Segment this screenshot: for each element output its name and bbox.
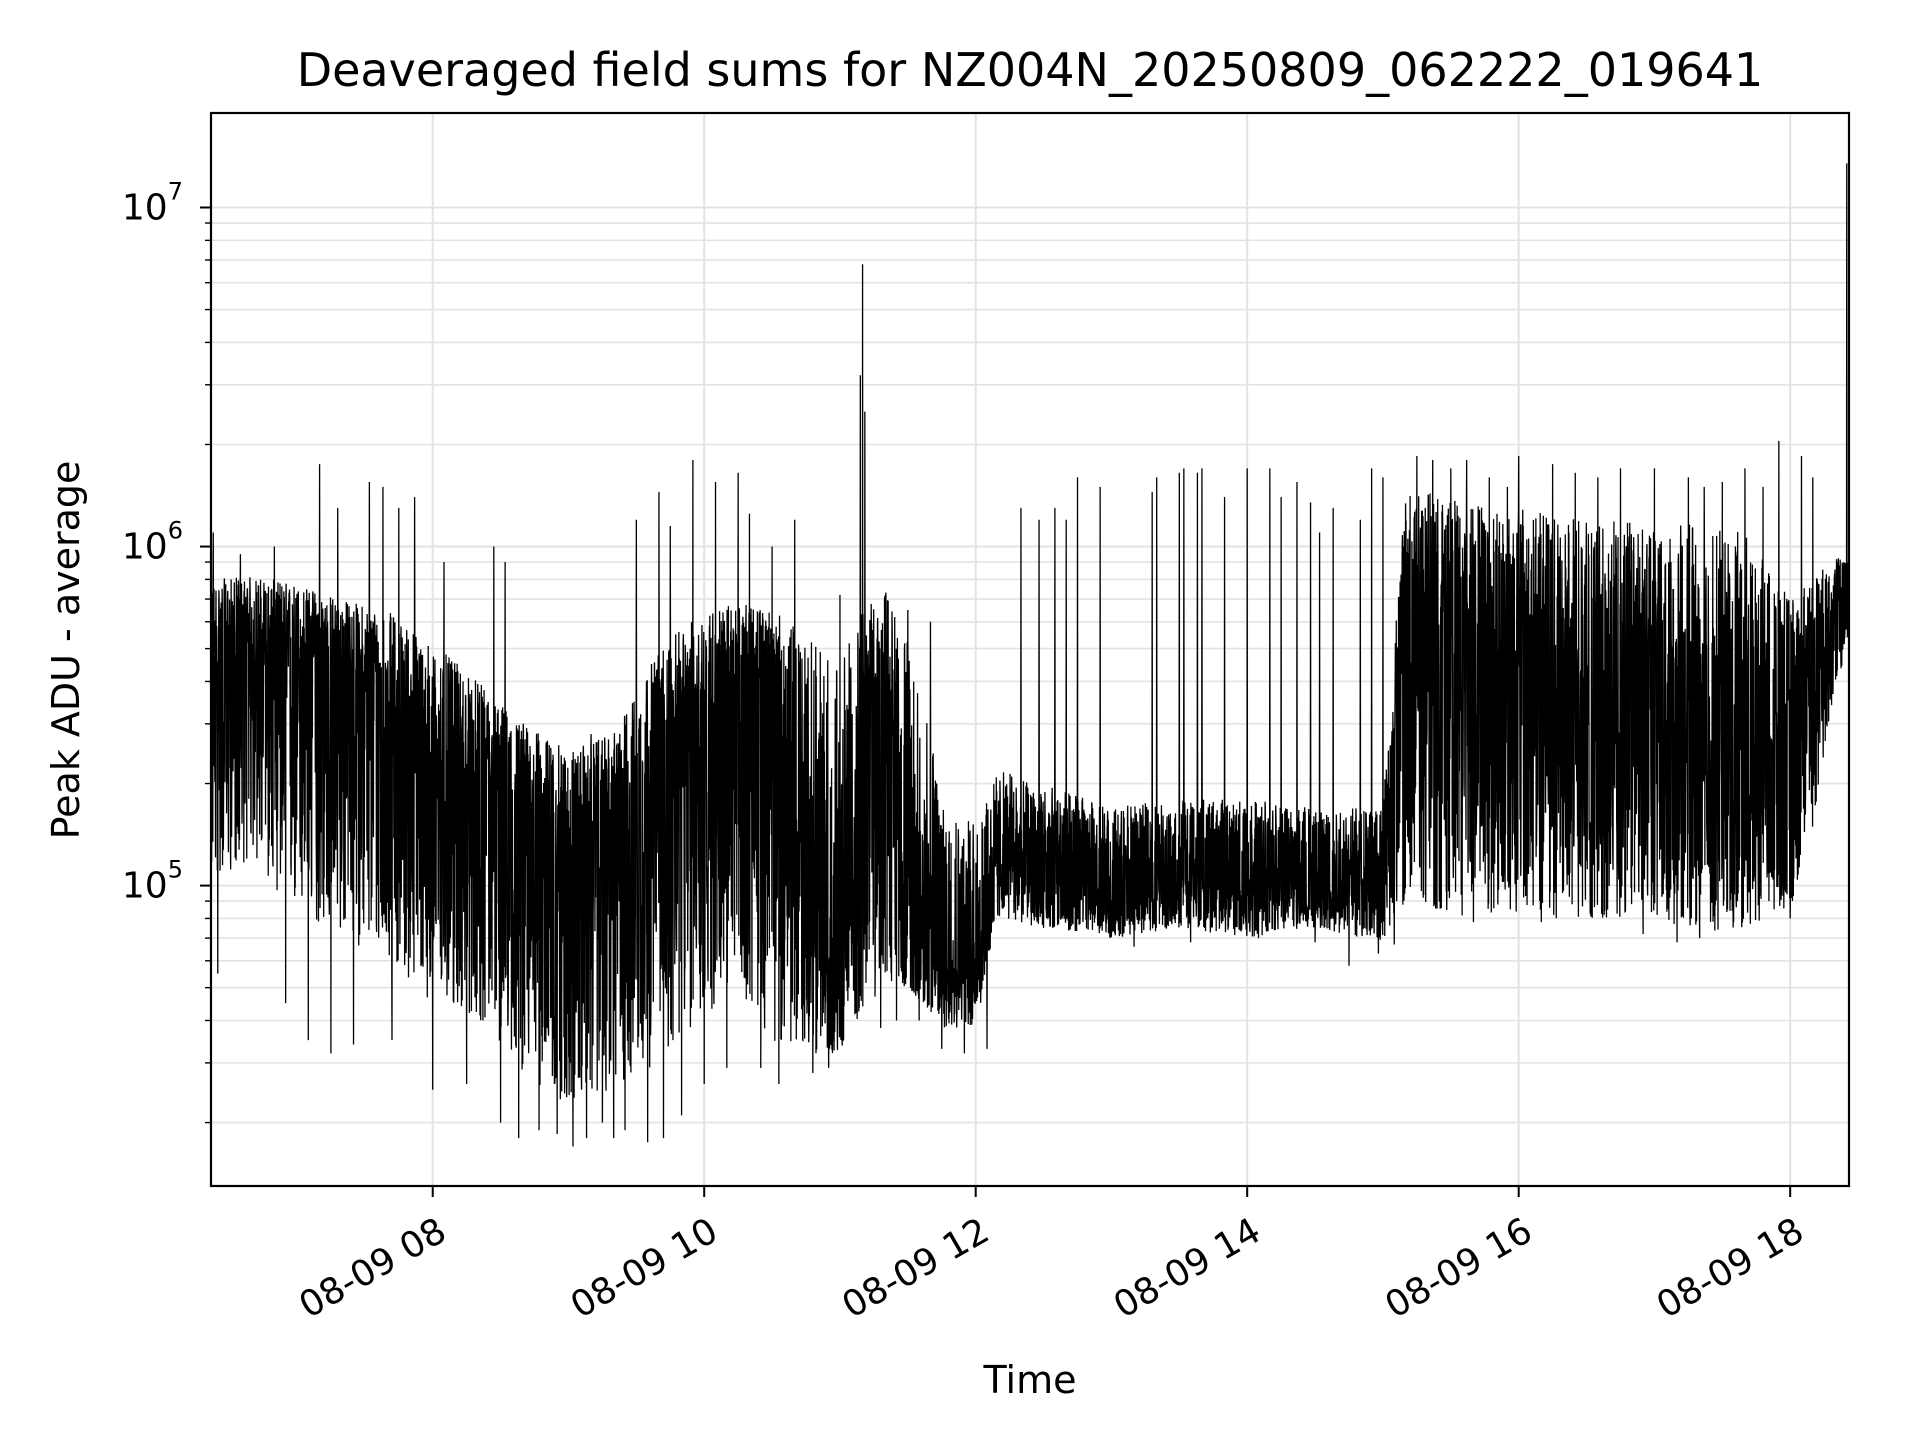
y-tick-label: 106 bbox=[122, 517, 183, 568]
y-axis-label: Peak ADU - average bbox=[44, 461, 88, 840]
chart-title: Deaveraged field sums for NZ004N_2025080… bbox=[297, 43, 1764, 97]
y-tick-label: 107 bbox=[122, 178, 183, 229]
y-axis: 105 106 107 bbox=[122, 178, 211, 1124]
x-axis-label: Time bbox=[983, 1358, 1077, 1402]
plot-frame bbox=[209, 111, 1851, 1188]
series-line bbox=[210, 163, 1850, 1147]
y-tick-label: 105 bbox=[122, 856, 183, 907]
series-layer bbox=[210, 163, 1850, 1147]
